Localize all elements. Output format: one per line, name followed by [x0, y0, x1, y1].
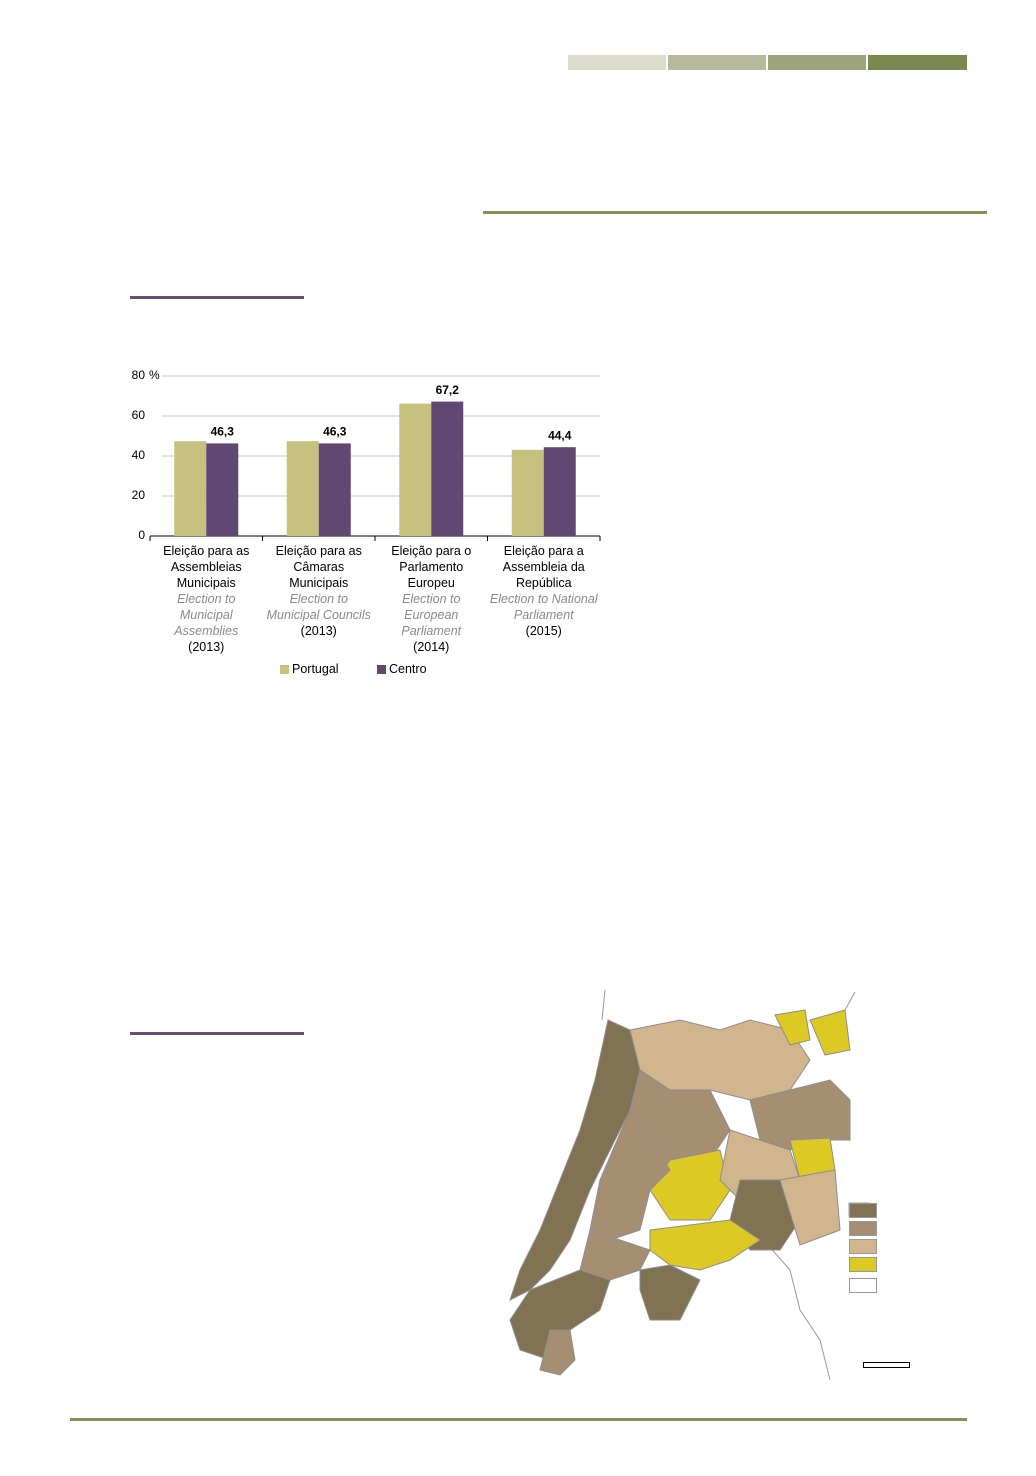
bar [174, 441, 207, 536]
bar [206, 443, 239, 536]
value-label: 44,4 [548, 428, 572, 442]
x-tick-label: Eleição para as Câmaras Municipais Electi… [263, 543, 375, 639]
header-bar [868, 55, 967, 70]
header-bar [568, 55, 666, 70]
footer-rule [70, 1418, 967, 1421]
category-label: Eleição para a Assembleia da República [502, 544, 585, 590]
y-tick-label: 40 [132, 448, 146, 462]
legend-label: Portugal [292, 662, 339, 676]
legend-item: Centro [377, 662, 427, 676]
header-bar [668, 55, 766, 70]
map [509, 990, 870, 1381]
legend-item: Portugal [280, 662, 339, 676]
scale-bar [863, 1362, 910, 1368]
category-translation: Election to European Parliament [401, 592, 462, 638]
legend-swatch [849, 1221, 877, 1236]
legend-swatch [849, 1257, 877, 1272]
bar [399, 403, 432, 536]
value-label: 46,3 [323, 425, 347, 439]
x-tick-label: Eleição para a Assembleia da República El… [488, 543, 600, 639]
value-label: 67,2 [436, 383, 460, 397]
category-label: Eleição para as Assembleias Municipais [163, 544, 250, 590]
category-year: (2013) [300, 624, 337, 638]
chart: 0 20 40 60 80 % 46,3 46,3 67,2 44,4 [132, 368, 601, 542]
x-tick-label: Eleição para as Assembleias Municipais El… [150, 543, 262, 655]
bar [318, 443, 351, 536]
category-label: Eleição para as Câmaras Municipais [275, 544, 362, 590]
header-bar [768, 55, 866, 70]
category-translation: Election to National Parliament [489, 592, 598, 622]
heading-rule [130, 1032, 304, 1035]
bar [431, 401, 464, 536]
category-year: (2013) [188, 640, 225, 654]
category-year: (2015) [525, 624, 562, 638]
y-tick-label: 0 [138, 528, 145, 542]
legend-swatch [849, 1203, 877, 1218]
y-tick-label: 80 [132, 368, 146, 382]
y-unit: % [149, 368, 160, 382]
legend-swatch [280, 664, 289, 674]
y-tick-label: 60 [132, 408, 146, 422]
category-translation: Election to Municipal Assemblies [174, 592, 239, 638]
bar [286, 441, 319, 536]
category-translation: Election to Municipal Councils [266, 592, 371, 622]
heading-rule [130, 296, 304, 299]
value-label: 46,3 [211, 425, 235, 439]
bar [511, 449, 544, 536]
category-label: Eleição para o Parlamento Europeu [391, 544, 472, 590]
category-year: (2014) [413, 640, 450, 654]
section-rule [483, 211, 987, 214]
legend-swatch [849, 1278, 877, 1293]
legend-swatch [849, 1239, 877, 1254]
legend-swatch [377, 664, 386, 674]
legend-label: Centro [389, 662, 427, 676]
x-tick-label: Eleição para o Parlamento Europeu Electio… [375, 543, 487, 655]
map-legend [849, 1203, 877, 1293]
y-tick-label: 20 [132, 488, 146, 502]
bar [543, 447, 576, 536]
